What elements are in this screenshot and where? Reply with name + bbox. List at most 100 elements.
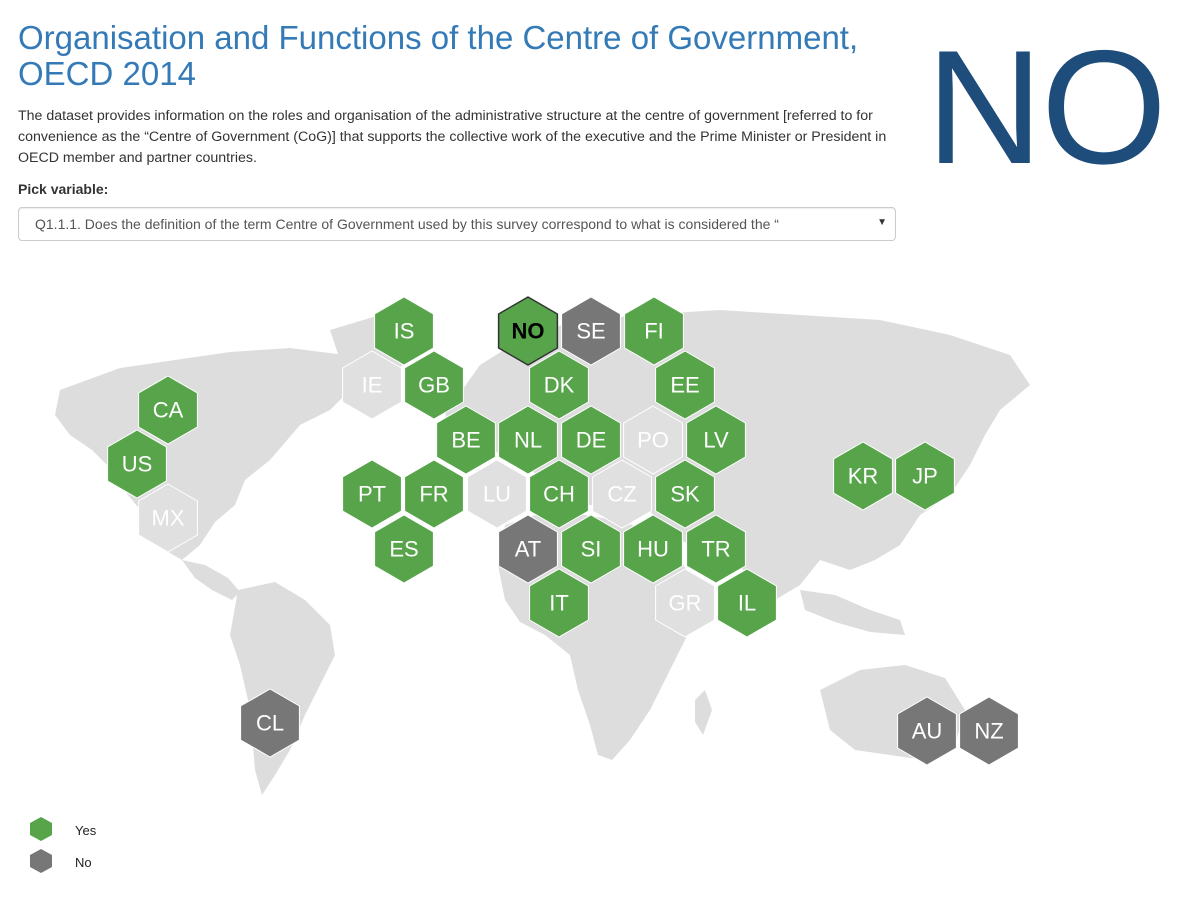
hex-au[interactable]: AU [897,696,957,766]
hex-nl[interactable]: NL [498,405,558,475]
hex-fi[interactable]: FI [624,296,684,366]
hex-ch[interactable]: CH [529,459,589,529]
hex-ie[interactable]: IE [342,350,402,420]
hex-label-cz: CZ [607,482,636,507]
hex-shape-si [561,514,621,584]
hex-shape-nz [959,696,1019,766]
hex-tr[interactable]: TR [686,514,746,584]
hex-label-se: SE [576,319,605,344]
hex-shape-hu [623,514,683,584]
hex-label-lv: LV [703,428,729,453]
hex-es[interactable]: ES [374,514,434,584]
hex-be[interactable]: BE [436,405,496,475]
hex-is[interactable]: IS [374,296,434,366]
hex-shape-mx [138,483,198,553]
hex-hu[interactable]: HU [623,514,683,584]
hex-label-fr: FR [419,482,448,507]
legend-swatch-no [30,849,52,873]
hex-shape-is [374,296,434,366]
variable-select-value: Q1.1.1. Does the definition of the term … [35,216,779,232]
hex-label-au: AU [912,719,943,744]
hex-label-jp: JP [912,464,938,489]
hex-shape-nl [498,405,558,475]
hex-shape-fi [624,296,684,366]
hex-label-nl: NL [514,428,542,453]
hex-lu[interactable]: LU [467,459,527,529]
hex-label-gr: GR [669,591,702,616]
hex-no[interactable]: NO [497,296,559,366]
hex-shape-jp [895,441,955,511]
hex-label-no: NO [512,319,545,344]
hex-label-de: DE [576,428,607,453]
selected-country-code: NO [926,17,1167,198]
hex-shape-fr [404,459,464,529]
hex-label-hu: HU [637,537,669,562]
hex-de[interactable]: DE [561,405,621,475]
hex-cl[interactable]: CL [240,688,300,758]
hex-shape-us [107,429,167,499]
hex-ee[interactable]: EE [655,350,715,420]
hex-shape-se [561,296,621,366]
hex-shape-es [374,514,434,584]
continent-south-america [230,582,335,795]
hex-lv[interactable]: LV [686,405,746,475]
hex-shape-ie [342,350,402,420]
hex-map: IS NO SE FI IE GB DK EE CA BE NL DE PO LV US KR JP PT FR LU… [55,296,1030,795]
hex-il[interactable]: IL [717,568,777,638]
hex-po[interactable]: PO [623,405,683,475]
hex-shape-be [436,405,496,475]
hex-pt[interactable]: PT [342,459,402,529]
hex-si[interactable]: SI [561,514,621,584]
hex-us[interactable]: US [107,429,167,499]
hex-label-ca: CA [153,398,184,423]
hex-shape-gr [655,568,715,638]
hex-nz[interactable]: NZ [959,696,1019,766]
hex-label-ee: EE [670,373,699,398]
hex-label-kr: KR [848,464,879,489]
hex-mx[interactable]: MX [138,483,198,553]
continent-north-america [55,348,360,560]
hex-label-is: IS [394,319,415,344]
hex-label-es: ES [389,537,418,562]
hex-shape-po [623,405,683,475]
hex-label-pt: PT [358,482,386,507]
hex-label-cl: CL [256,711,284,736]
hex-shape-sk [655,459,715,529]
hex-at[interactable]: AT [498,514,558,584]
hex-gr[interactable]: GR [655,568,715,638]
hex-label-sk: SK [670,482,700,507]
hex-label-ie: IE [362,373,383,398]
hex-sk[interactable]: SK [655,459,715,529]
hex-label-dk: DK [544,373,575,398]
hex-ca[interactable]: CA [138,375,198,445]
continent-madagascar [695,690,712,735]
hex-jp[interactable]: JP [895,441,955,511]
hex-cz[interactable]: CZ [592,459,652,529]
hex-shape-lv [686,405,746,475]
hex-shape-il [717,568,777,638]
hex-label-gb: GB [418,373,450,398]
hex-label-il: IL [738,591,756,616]
variable-select[interactable]: Q1.1.1. Does the definition of the term … [18,207,896,241]
hex-label-ch: CH [543,482,575,507]
pick-variable-label: Pick variable: [18,181,109,197]
dataset-description: The dataset provides information on the … [18,108,887,166]
hex-label-fi: FI [644,319,664,344]
hex-dk[interactable]: DK [529,350,589,420]
hex-shape-ca [138,375,198,445]
hex-shape-kr [833,441,893,511]
hex-se[interactable]: SE [561,296,621,366]
legend-label-no: No [75,855,92,870]
hex-it[interactable]: IT [529,568,589,638]
hex-label-lu: LU [483,482,511,507]
hex-shape-ch [529,459,589,529]
hex-fr[interactable]: FR [404,459,464,529]
hex-label-tr: TR [701,537,730,562]
hex-label-it: IT [549,591,569,616]
hex-gb[interactable]: GB [404,350,464,420]
hex-shape-de [561,405,621,475]
hex-kr[interactable]: KR [833,441,893,511]
hex-shape-cl [240,688,300,758]
continent-central-america [182,560,240,600]
chevron-down-icon: ▼ [877,217,887,228]
